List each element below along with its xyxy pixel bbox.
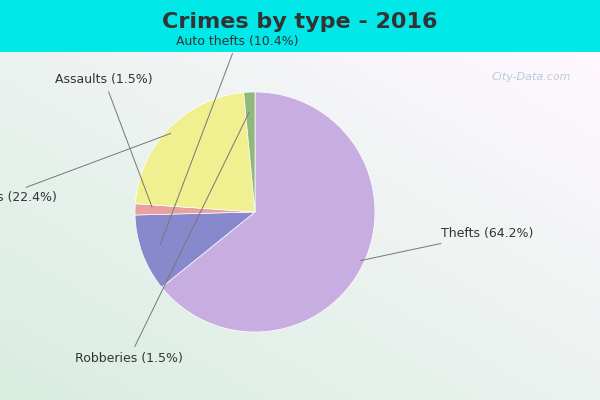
Text: Thefts (64.2%): Thefts (64.2%) bbox=[361, 227, 533, 261]
Wedge shape bbox=[135, 92, 255, 212]
Text: Assaults (1.5%): Assaults (1.5%) bbox=[55, 74, 153, 207]
Wedge shape bbox=[135, 204, 255, 215]
Text: Robberies (1.5%): Robberies (1.5%) bbox=[75, 113, 249, 365]
Text: Burglaries (22.4%): Burglaries (22.4%) bbox=[0, 133, 171, 204]
Text: City-Data.com: City-Data.com bbox=[492, 72, 571, 82]
Text: Auto thefts (10.4%): Auto thefts (10.4%) bbox=[160, 35, 298, 244]
Wedge shape bbox=[161, 92, 375, 332]
Wedge shape bbox=[244, 92, 255, 212]
Wedge shape bbox=[135, 212, 255, 287]
Text: Crimes by type - 2016: Crimes by type - 2016 bbox=[162, 12, 438, 32]
